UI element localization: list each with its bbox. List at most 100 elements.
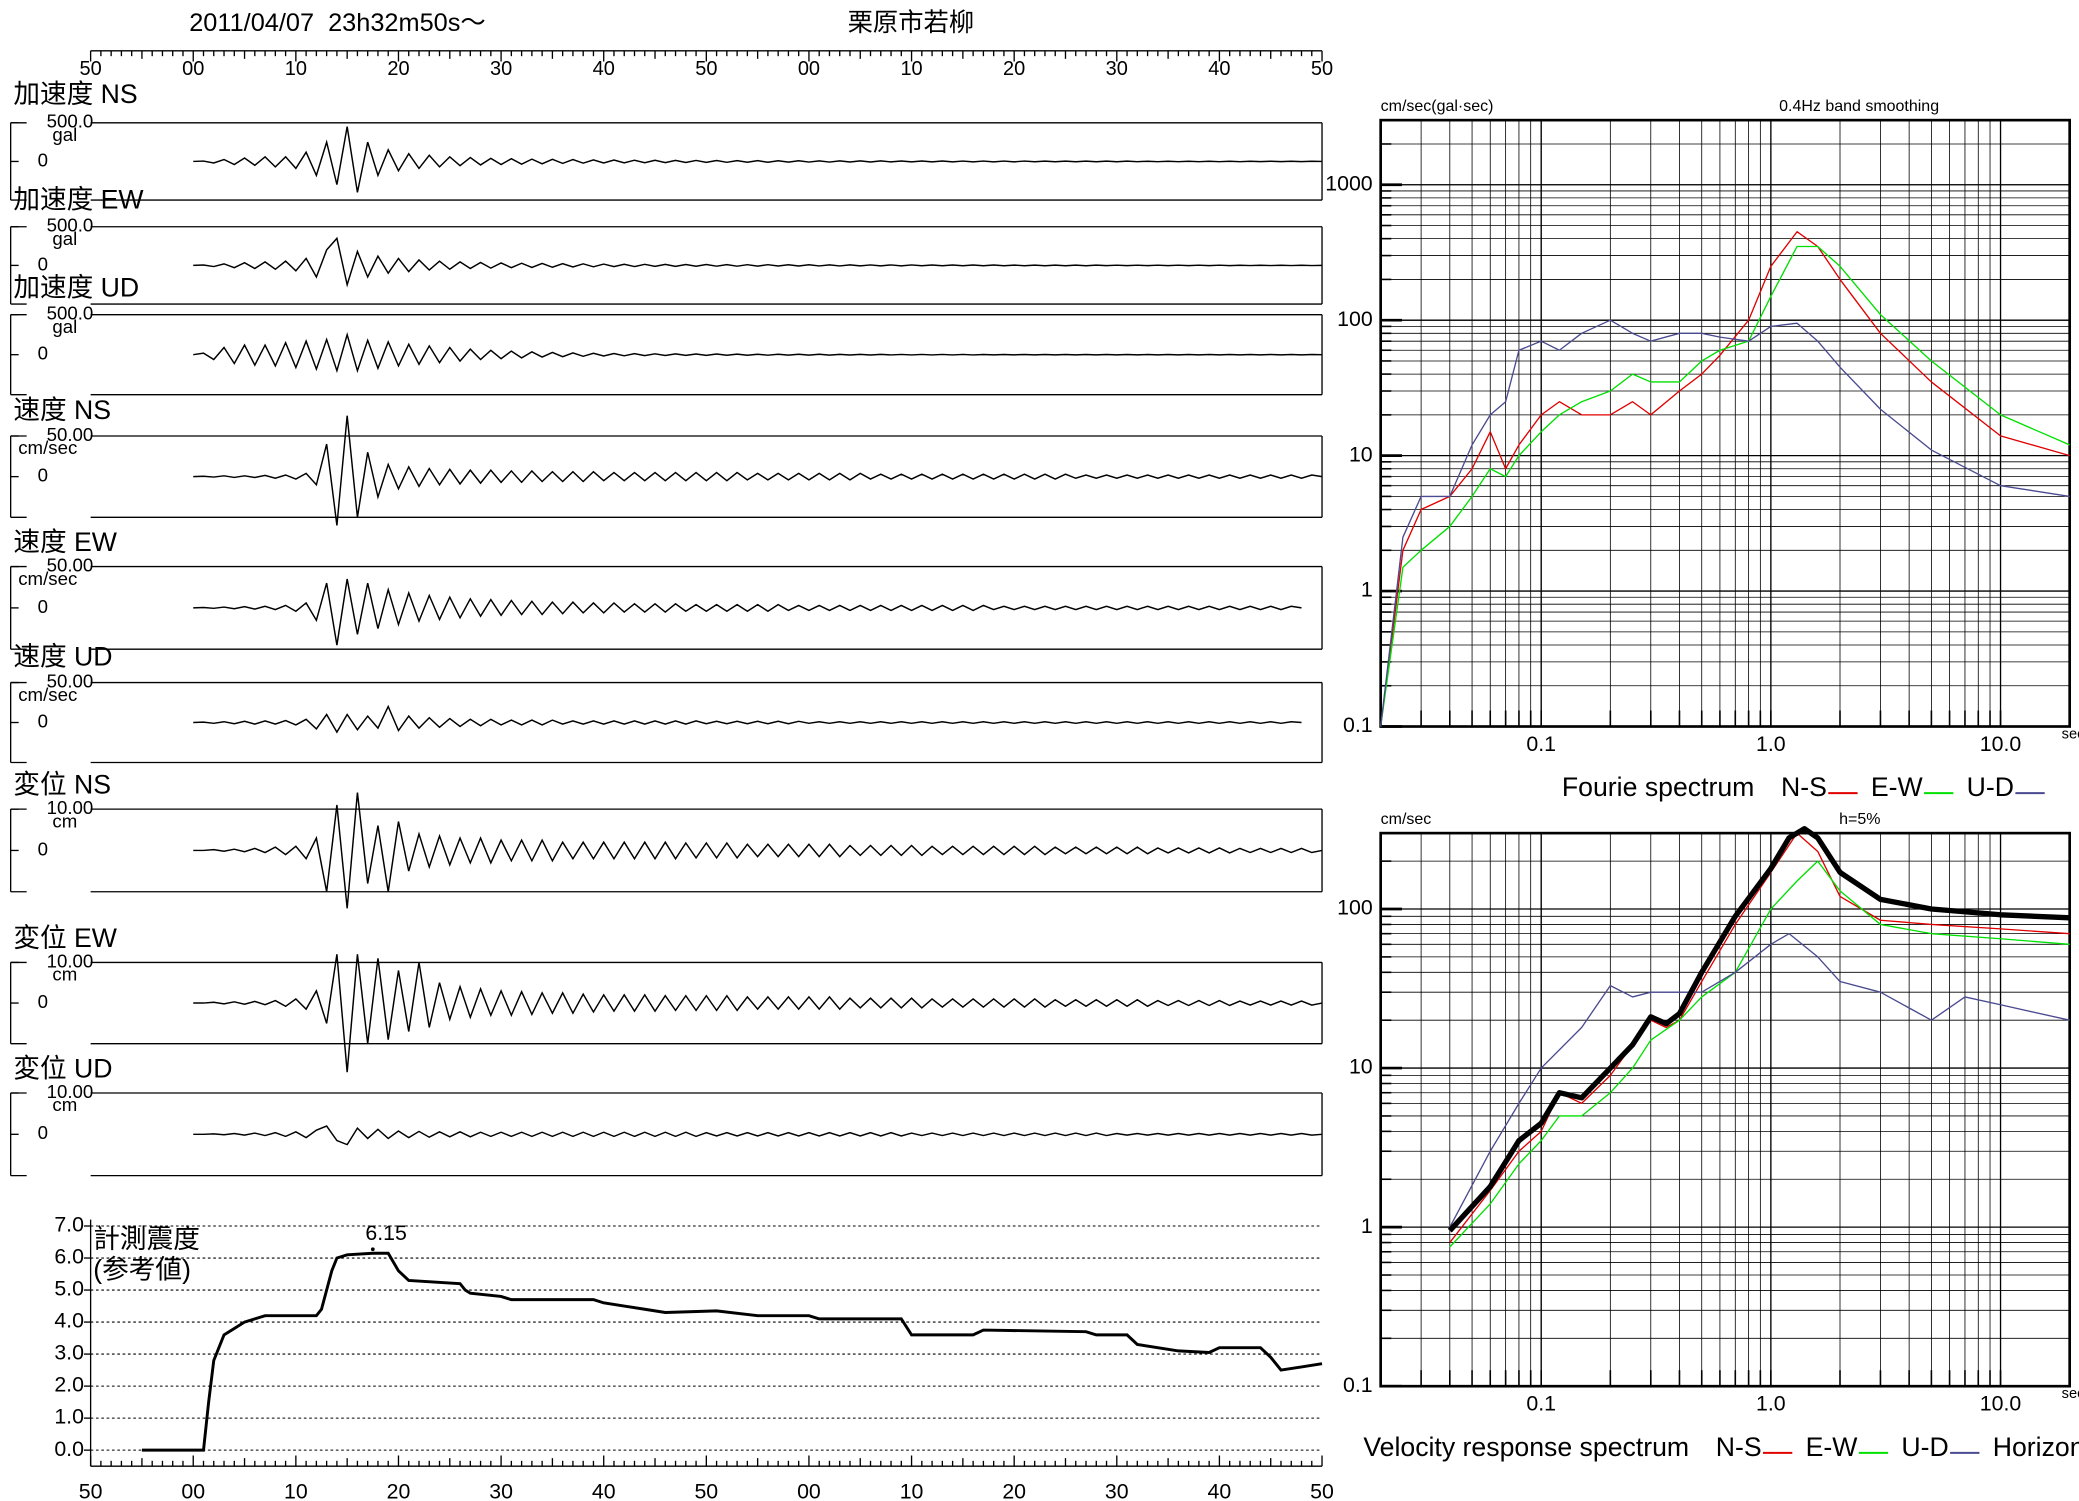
y-tick-label: 0.1	[1343, 713, 1373, 737]
x-tick-label: 50	[79, 1479, 103, 1501]
note: h=5%	[1839, 811, 1880, 828]
y-tick-label: 10.00	[47, 950, 94, 971]
y-tick-label: 0.1	[1343, 1373, 1373, 1397]
x-tick-label: 20	[1002, 1479, 1026, 1501]
y-tick-label: 6.0	[54, 1245, 84, 1269]
legend-label: U-D	[1967, 772, 2014, 802]
intensity-subtitle: (参考値)	[93, 1255, 191, 1285]
panel-title: 加速度 EW	[13, 184, 144, 214]
waveform	[193, 332, 1323, 374]
note: 0.4Hz band smoothing	[1779, 98, 1939, 115]
y-tick-label: 100	[1337, 896, 1373, 920]
spectrum-line	[1447, 825, 2070, 1233]
panel-title: 変位 EW	[13, 923, 117, 953]
x-tick-label: 10	[285, 58, 307, 80]
x-tick-label: 40	[1208, 58, 1230, 80]
y-tick-label: 1	[1361, 578, 1373, 602]
y-tick-label: 0	[38, 1122, 48, 1143]
unit-label: cm	[52, 810, 77, 831]
waveform	[193, 578, 1302, 646]
plot-frame	[1379, 831, 2072, 1388]
y-tick-label: 10	[1349, 442, 1373, 466]
peak-dot	[370, 1247, 375, 1252]
y-tick-label: 0	[38, 343, 48, 364]
x-tick-label: 10.0	[1980, 732, 2022, 756]
y-tick-label: 7.0	[54, 1213, 84, 1237]
y-tick-label: 100	[1337, 307, 1373, 331]
y-axis-label: cm/sec(gal·sec)	[1381, 98, 1494, 115]
y-tick-label: 2.0	[54, 1373, 84, 1397]
spectrum-line	[1380, 319, 2070, 727]
y-tick-label: 0	[38, 465, 48, 486]
y-tick-label: 10.00	[47, 797, 94, 818]
y-tick-label: 50.00	[47, 670, 94, 691]
unit-label: cm/sec	[18, 684, 77, 705]
x-axis-label: sec	[2062, 726, 2079, 742]
legend-label: E-W	[1806, 1432, 1859, 1462]
peak-label: 6.15	[365, 1221, 406, 1245]
x-tick-label: 00	[798, 58, 820, 80]
spectrum-line	[1380, 231, 2070, 727]
x-tick-label: 20	[1003, 58, 1025, 80]
x-tick-label: 30	[1105, 1479, 1129, 1501]
y-tick-label: 0	[38, 710, 48, 731]
waveform	[193, 415, 1323, 526]
y-tick-label: 0	[38, 991, 48, 1012]
plot-frame	[1379, 118, 2072, 728]
y-tick-label: 5.0	[54, 1277, 84, 1301]
y-tick-label: 0	[38, 253, 48, 274]
y-tick-label: 4.0	[54, 1309, 84, 1333]
x-tick-label: 50	[694, 1479, 718, 1501]
x-tick-label: 30	[489, 1479, 513, 1501]
unit-label: gal	[52, 124, 77, 145]
record-time: 2011/04/07 23h32m50s〜	[189, 9, 485, 37]
spectrum-line	[1449, 832, 2070, 1243]
y-tick-label: 500.0	[47, 303, 94, 324]
x-tick-label: 1.0	[1756, 1391, 1786, 1415]
x-tick-label: 1.0	[1756, 732, 1786, 756]
legend-label: N-S	[1781, 772, 1827, 802]
y-tick-label: 1000	[1325, 171, 1373, 195]
y-tick-label: 10.00	[47, 1081, 94, 1102]
intensity-line	[141, 1251, 1323, 1452]
station-name: 栗原市若柳	[848, 9, 975, 37]
legend-label: Horizon	[1993, 1432, 2079, 1462]
y-tick-label: 0	[38, 838, 48, 859]
y-tick-label: 50.00	[47, 555, 94, 576]
y-tick-label: 0	[38, 149, 48, 170]
legend-label: N-S	[1716, 1432, 1762, 1462]
panel-title: 変位 NS	[13, 770, 111, 800]
x-tick-label: 0.1	[1526, 732, 1556, 756]
x-tick-label: 30	[490, 58, 512, 80]
waveform	[193, 126, 1323, 193]
y-tick-label: 0.0	[54, 1437, 84, 1461]
panel-title: 速度 UD	[13, 642, 112, 672]
waveform	[193, 236, 1323, 288]
unit-label: cm/sec	[18, 568, 77, 589]
waveform	[193, 954, 1323, 1073]
x-tick-label: 10	[900, 1479, 924, 1501]
spectrum-line	[1449, 932, 2070, 1228]
x-tick-label: 00	[797, 1479, 821, 1501]
unit-label: gal	[52, 228, 77, 249]
legend-title: Fourie spectrum	[1562, 772, 1754, 802]
y-tick-label: 500.0	[47, 215, 94, 236]
waveform	[193, 704, 1302, 734]
x-tick-label: 00	[182, 58, 204, 80]
intensity-title: 計測震度	[93, 1224, 200, 1254]
panel-title: 変位 UD	[13, 1053, 112, 1083]
legend-label: E-W	[1871, 772, 1924, 802]
panel-title: 加速度 UD	[13, 272, 139, 302]
x-tick-label: 0.1	[1526, 1391, 1556, 1415]
y-tick-label: 10	[1349, 1055, 1373, 1079]
x-tick-label: 20	[387, 1479, 411, 1501]
x-tick-label: 50	[1310, 1479, 1334, 1501]
x-tick-label: 20	[387, 58, 409, 80]
panel-title: 速度 EW	[13, 527, 117, 557]
y-axis-label: cm/sec	[1381, 811, 1432, 828]
y-tick-label: 1.0	[54, 1405, 84, 1429]
unit-label: cm	[52, 1094, 77, 1115]
y-tick-label: 500.0	[47, 111, 94, 132]
spectrum-line	[1380, 245, 2070, 727]
